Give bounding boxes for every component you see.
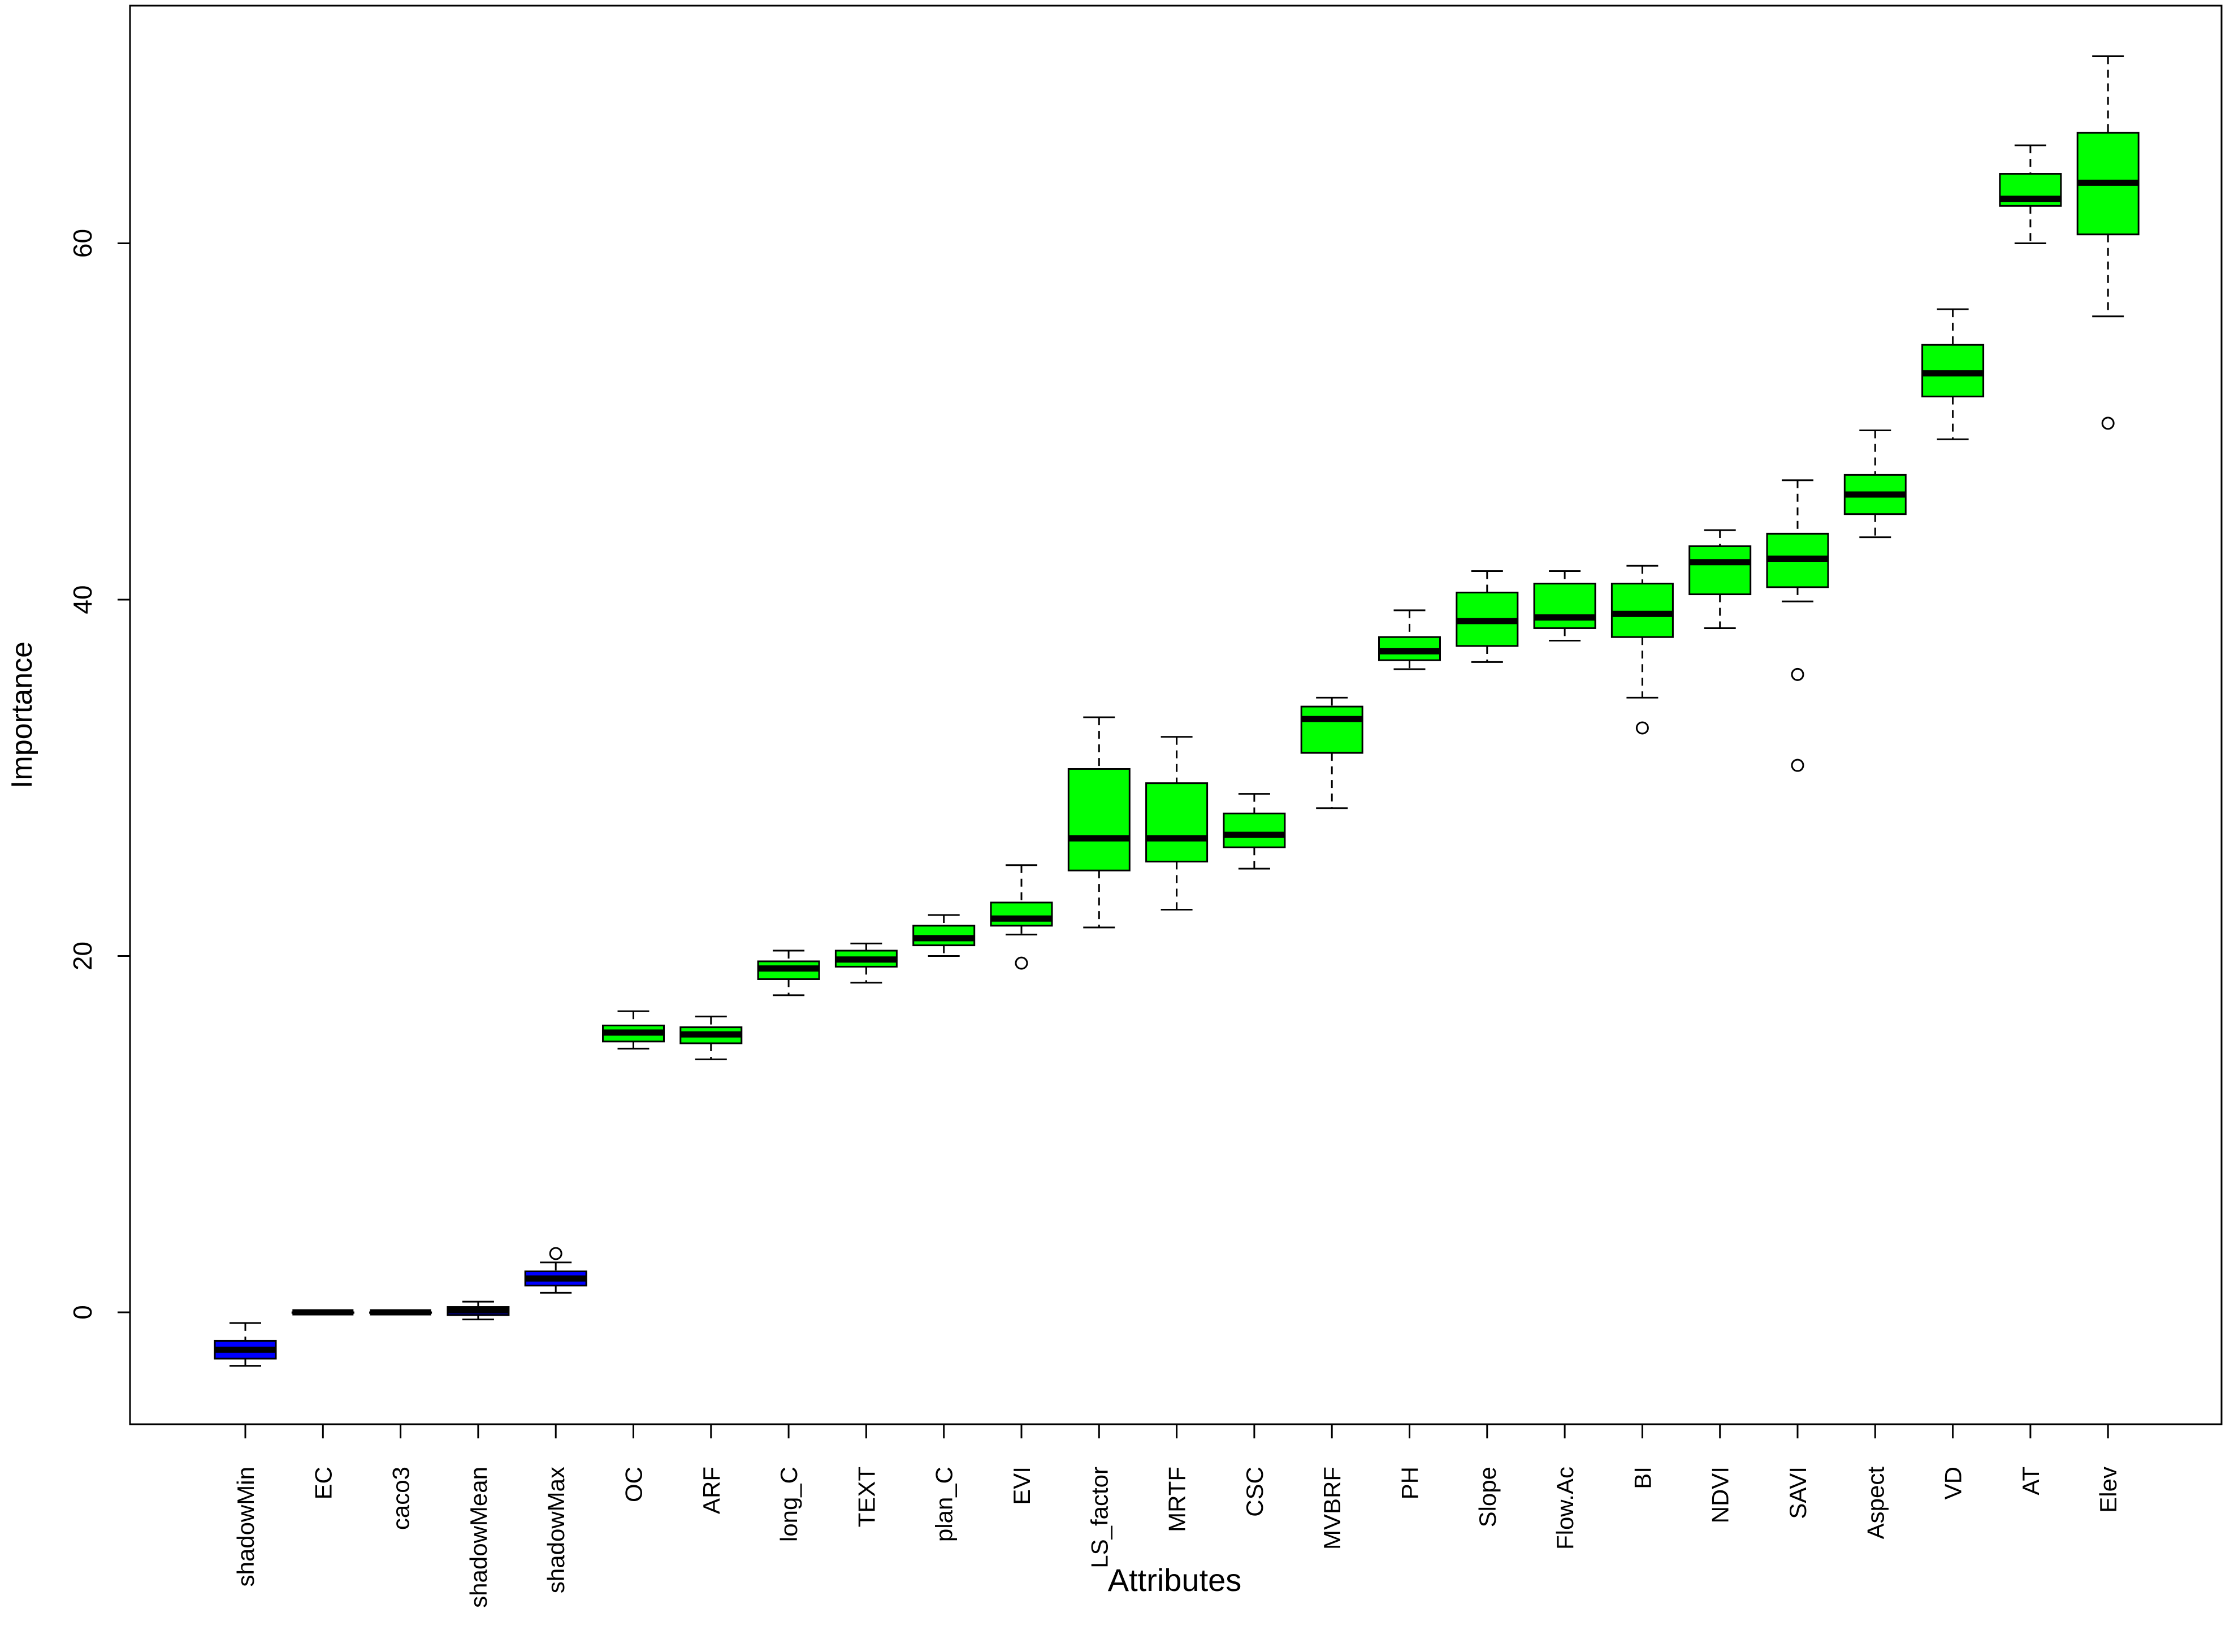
box-rect bbox=[1067, 768, 1131, 871]
x-tick-label: Slope bbox=[1474, 1467, 1501, 1527]
box-rect bbox=[1610, 583, 1674, 638]
x-tick-label: Elev bbox=[2095, 1467, 2121, 1513]
x-tick-label: CSC bbox=[1241, 1467, 1268, 1517]
box-LS_factor bbox=[1067, 716, 1131, 929]
y-axis: 0 20 40 60 bbox=[68, 229, 131, 1320]
x-tick-label: long_C bbox=[776, 1467, 802, 1542]
box-TEXT bbox=[834, 942, 898, 984]
x-tick-label: EVI bbox=[1008, 1467, 1035, 1505]
box-shadowMax bbox=[524, 1247, 587, 1294]
x-tick-label: PH bbox=[1397, 1467, 1423, 1499]
x-tick-label: SAVI bbox=[1785, 1467, 1811, 1519]
box-shadowMean bbox=[447, 1300, 510, 1321]
box-OC bbox=[602, 1010, 665, 1050]
x-axis-label: Attributes bbox=[1108, 1562, 1242, 1598]
x-tick-label: BI bbox=[1629, 1467, 1656, 1489]
box-CSC bbox=[1223, 793, 1286, 870]
x-tick-label: Flow.Ac bbox=[1552, 1467, 1578, 1550]
outlier-point bbox=[549, 1247, 562, 1260]
box-MVBRF bbox=[1300, 696, 1363, 809]
x-tick-label: caco3 bbox=[388, 1467, 414, 1530]
x-tick-label: NDVI bbox=[1707, 1467, 1734, 1523]
box-Slope bbox=[1456, 570, 1519, 663]
y-tick-label: 20 bbox=[68, 942, 97, 970]
box-NDVI bbox=[1688, 529, 1752, 629]
box-rect bbox=[1300, 705, 1363, 754]
outlier-point bbox=[2101, 417, 2115, 430]
box-BI bbox=[1610, 565, 1674, 735]
x-tick-label: plan_C bbox=[931, 1467, 958, 1542]
box-Elev bbox=[2076, 55, 2140, 430]
x-tick-label: AT bbox=[2017, 1467, 2044, 1495]
box-EVI bbox=[990, 864, 1053, 970]
box-Flow.Ac bbox=[1533, 570, 1596, 642]
x-tick-label: OC bbox=[621, 1467, 647, 1502]
y-tick-label: 40 bbox=[68, 585, 97, 614]
box-Aspect bbox=[1843, 430, 1907, 539]
outlier-point bbox=[1791, 667, 1804, 681]
box-ARF bbox=[679, 1016, 743, 1060]
x-tick-label: shadowMax bbox=[543, 1467, 569, 1593]
box-AT bbox=[1999, 144, 2062, 244]
x-tick-label: MVBRF bbox=[1319, 1467, 1345, 1550]
x-axis: shadowMin EC caco3 shadowMean shadowMax OC ARF… bbox=[232, 1423, 2121, 1608]
box-caco3 bbox=[369, 1309, 432, 1316]
x-tick-label: shadowMin bbox=[232, 1467, 259, 1586]
plot-frame bbox=[129, 5, 2223, 1425]
outlier-point bbox=[1635, 721, 1649, 735]
box-rect bbox=[1533, 583, 1596, 629]
box-plan_C bbox=[912, 914, 976, 957]
box-rect bbox=[1223, 812, 1286, 848]
box-rect bbox=[990, 901, 1053, 927]
outlier-point bbox=[1015, 956, 1028, 970]
x-tick-label: MRTF bbox=[1164, 1467, 1190, 1532]
box-PH bbox=[1378, 609, 1441, 670]
y-tick-label: 60 bbox=[68, 229, 97, 258]
x-tick-label: EC bbox=[310, 1467, 336, 1499]
box-EC bbox=[291, 1309, 354, 1316]
x-tick-label: LS_factor bbox=[1086, 1467, 1112, 1568]
box-rect bbox=[1145, 782, 1209, 862]
x-tick-label: TEXT bbox=[853, 1467, 880, 1527]
outlier-point bbox=[1791, 758, 1804, 772]
x-tick-label: Aspect bbox=[1862, 1467, 1889, 1540]
box-SAVI bbox=[1766, 479, 1829, 772]
box-long_C bbox=[757, 949, 820, 996]
x-tick-label: ARF bbox=[698, 1467, 725, 1514]
box-shadowMin bbox=[214, 1322, 277, 1367]
x-tick-label: shadowMean bbox=[465, 1467, 492, 1608]
box-MRTF bbox=[1145, 736, 1209, 911]
x-tick-label: VD bbox=[1940, 1467, 1967, 1499]
box-series bbox=[214, 55, 2140, 1367]
box-rect bbox=[1688, 545, 1752, 596]
box-VD bbox=[1921, 308, 1985, 440]
y-tick-label: 0 bbox=[68, 1305, 97, 1320]
y-axis-label: Importance bbox=[6, 641, 38, 788]
